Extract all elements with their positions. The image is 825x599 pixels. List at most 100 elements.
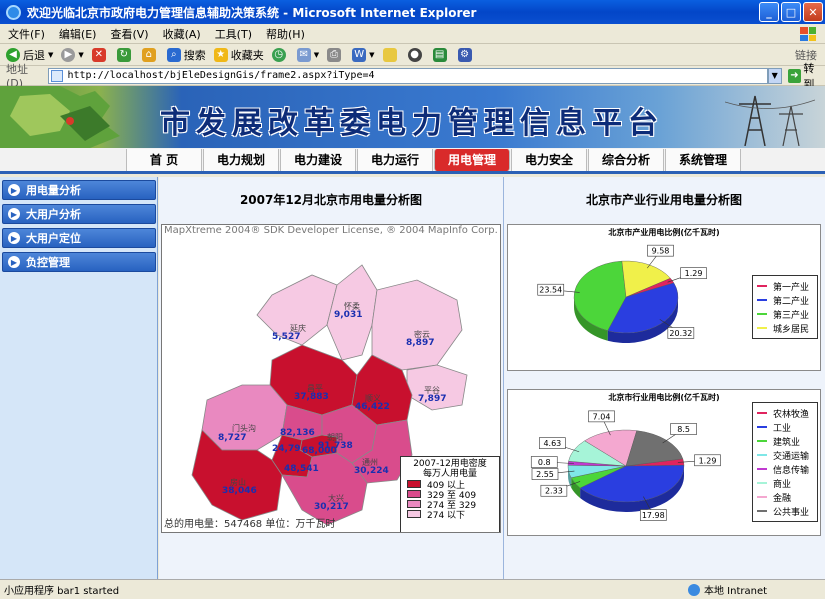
history-icon: ◷ (271, 47, 286, 62)
pie-label-box (531, 468, 559, 480)
pie-label-box (667, 327, 695, 339)
tools-icon: ⚙ (457, 47, 472, 62)
banner-map-image (0, 86, 120, 148)
home-button[interactable]: ⌂ (141, 47, 159, 62)
region-value: 24,79 (272, 444, 301, 454)
search-icon: ⌕ (166, 47, 181, 62)
search-label: 搜索 (183, 48, 206, 62)
messenger-button[interactable]: ● (407, 47, 425, 62)
legend-item: 274 以下 (407, 509, 497, 521)
nav-power-construction[interactable]: 电力建设 (280, 148, 356, 171)
power-tower-image (725, 95, 815, 146)
sidebar-item-consumption-analysis[interactable]: ▶ 用电量分析 (2, 180, 156, 200)
legend-label: 城乡居民 (773, 324, 810, 335)
region-value: 37,883 (294, 392, 329, 402)
district-fangshan[interactable] (191, 429, 283, 521)
legend-item: 329 至 409 (407, 489, 497, 501)
sector-pie-chart: 1.29 17.98 2.33 2.55 0.8 4.63 7.04 8.5 (530, 410, 721, 521)
region-value: 8,897 (406, 338, 435, 348)
menu-favorites[interactable]: 收藏(A) (162, 27, 201, 41)
tools-button[interactable]: ⚙ (457, 47, 475, 62)
print-button[interactable]: ⎙ (327, 47, 344, 62)
nav-comprehensive-analysis[interactable]: 综合分析 (588, 148, 664, 171)
stop-button[interactable]: ✕ (91, 47, 109, 62)
pie-label-box (639, 509, 667, 521)
beijing-map[interactable]: MapXtreme 2004® SDK Developer License, ®… (161, 224, 501, 533)
sidebar-item-major-user-location[interactable]: ▶ 大用户定位 (2, 228, 156, 248)
district-huairou[interactable] (326, 264, 378, 361)
sidebar-item-label: 大用户定位 (26, 232, 81, 245)
pie-value-label: 2.55 (536, 470, 554, 479)
region-name: 延庆 (290, 324, 306, 333)
edit-button[interactable]: W ▼ (352, 47, 375, 62)
mail-icon: ✉ (296, 47, 311, 62)
legend-swatch (757, 426, 767, 428)
sidebar-item-load-control[interactable]: ▶ 负控管理 (2, 252, 156, 272)
region-value: 30,224 (354, 466, 389, 476)
research-button[interactable]: ▤ (432, 47, 450, 62)
pie-label-box (539, 437, 566, 449)
district-daxing[interactable] (281, 452, 368, 525)
pie-slice-side (607, 297, 678, 343)
nav-power-planning[interactable]: 电力规划 (203, 148, 279, 171)
menu-view[interactable]: 查看(V) (110, 27, 149, 41)
refresh-button[interactable]: ↻ (116, 47, 134, 62)
legend-title: 2007-12用电密度 (413, 459, 487, 469)
address-dropdown[interactable]: ▼ (767, 67, 782, 84)
pie-label-box (694, 454, 721, 467)
chart1-title: 北京市产业用电比例(亿千瓦时) (608, 228, 720, 237)
home-icon: ⌂ (141, 47, 156, 62)
region-name: 房山 (230, 478, 246, 487)
maximize-button[interactable]: □ (781, 2, 801, 22)
forward-button[interactable]: ▶ ▼ (61, 47, 84, 62)
back-button[interactable]: ◀ 后退 ▼ (6, 47, 53, 63)
nav-electricity-management[interactable]: 用电管理 (434, 148, 510, 171)
sidebar-item-major-user-analysis[interactable]: ▶ 大用户分析 (2, 204, 156, 224)
legend-label: 工业 (773, 423, 792, 434)
security-zone: 本地 Intranet (688, 582, 767, 597)
nav-power-operation[interactable]: 电力运行 (357, 148, 433, 171)
map-legend: 2007-12用电密度 每万人用电量 409 以上 329 至 409 274 … (400, 456, 500, 532)
chart-legend-item: 交通运输 (757, 448, 813, 462)
nav-home[interactable]: 首 页 (126, 148, 202, 171)
zone-label: 本地 Intranet (704, 586, 768, 597)
pie-value-label: 1.29 (699, 456, 717, 465)
pie-label-box (680, 267, 707, 279)
district-miyun[interactable] (371, 279, 463, 371)
legend-swatch (757, 440, 767, 442)
pie-value-label: 4.63 (543, 439, 561, 448)
go-button[interactable]: ➜ 转到 (787, 60, 825, 92)
links-label[interactable]: 链接 (795, 48, 817, 62)
legend-item: 274 至 329 (407, 499, 497, 511)
favorites-label: 收藏夹 (230, 48, 264, 62)
nav-system-management[interactable]: 系统管理 (665, 148, 741, 171)
region-value: 68,000 (302, 446, 337, 456)
page-icon (51, 69, 64, 82)
edit-icon: W (352, 47, 367, 62)
menu-help[interactable]: 帮助(H) (266, 27, 305, 41)
address-input[interactable]: http://localhost/bjEleDesignGis/frame2.a… (48, 67, 768, 84)
district-yanqing[interactable] (256, 274, 338, 346)
minimize-button[interactable]: _ (759, 2, 779, 22)
status-text: 小应用程序 bar1 started (4, 586, 120, 597)
window-title: 欢迎光临北京市政府电力管理信息辅助决策系统 - Microsoft Intern… (27, 5, 477, 20)
chart-legend-item: 第三产业 (757, 307, 813, 321)
mail-button[interactable]: ✉ ▼ (296, 47, 319, 62)
favorites-button[interactable]: ★ 收藏夹 (213, 47, 264, 63)
menu-edit[interactable]: 编辑(E) (58, 27, 97, 41)
menu-tools[interactable]: 工具(T) (214, 27, 252, 41)
history-button[interactable]: ◷ (271, 47, 289, 62)
pie-value-label: 17.98 (642, 511, 665, 520)
search-button[interactable]: ⌕ 搜索 (166, 47, 206, 63)
discuss-button[interactable] (382, 47, 400, 62)
nav-power-safety[interactable]: 电力安全 (511, 148, 587, 171)
region-value: 91,738 (318, 441, 353, 451)
pie-value-label: 20.32 (669, 329, 692, 338)
sidebar-item-label: 负控管理 (26, 256, 70, 269)
close-button[interactable]: ✕ (803, 2, 823, 22)
industry-pie-chart: 1.29 20.32 23.54 9.58 (537, 244, 707, 343)
legend-swatch (757, 313, 767, 315)
menu-file[interactable]: 文件(F) (8, 27, 45, 41)
back-label: 后退 (23, 48, 45, 62)
legend-label: 商业 (773, 479, 792, 490)
